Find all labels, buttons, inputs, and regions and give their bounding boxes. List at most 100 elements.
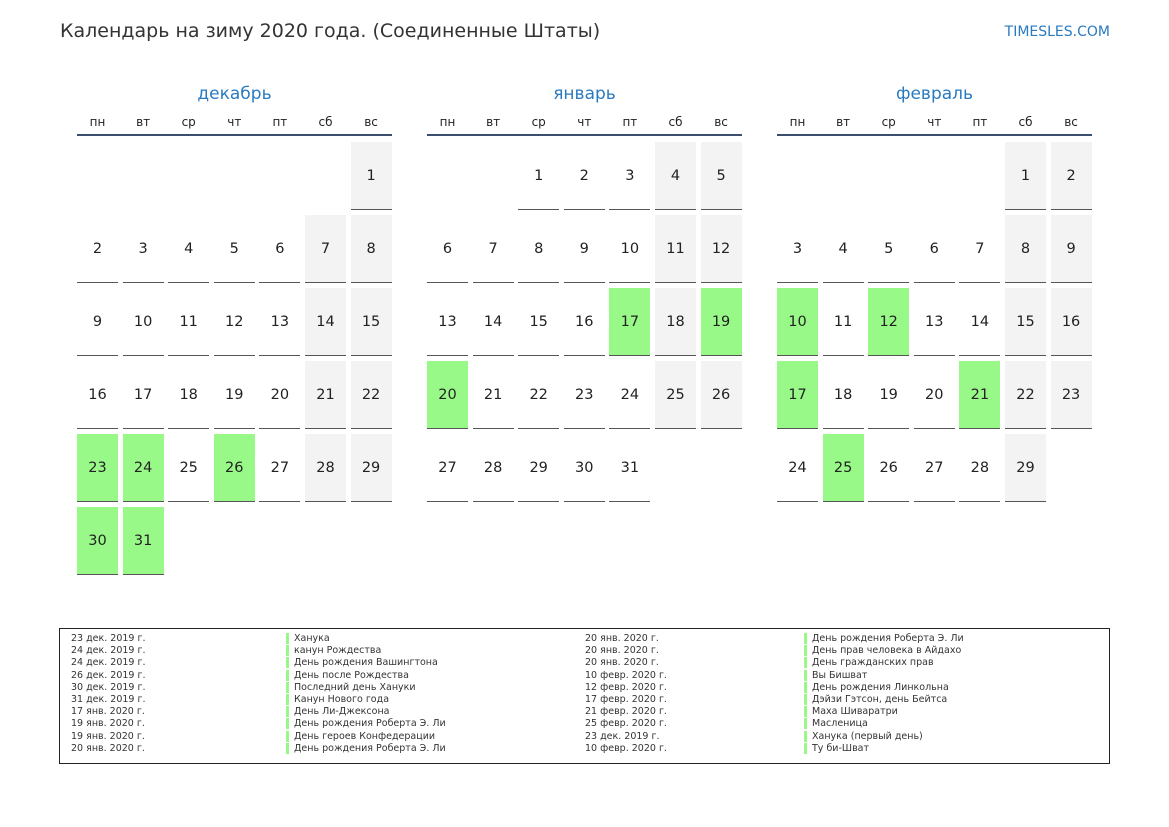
day-cell[interactable]: 2 bbox=[1050, 142, 1092, 210]
holiday-day-cell[interactable]: 23 bbox=[77, 434, 118, 502]
day-cell[interactable]: 7 bbox=[959, 215, 1001, 283]
day-cell[interactable]: 6 bbox=[913, 215, 955, 283]
day-cell[interactable]: 14 bbox=[304, 288, 346, 356]
day-cell[interactable]: 9 bbox=[563, 215, 605, 283]
day-cell[interactable]: 25 bbox=[654, 361, 696, 429]
day-cell[interactable]: 2 bbox=[77, 215, 118, 283]
day-cell[interactable]: 12 bbox=[700, 215, 742, 283]
day-cell[interactable]: 11 bbox=[168, 288, 210, 356]
holiday-day-cell[interactable]: 25 bbox=[822, 434, 864, 502]
day-cell[interactable]: 9 bbox=[1050, 215, 1092, 283]
day-cell[interactable]: 17 bbox=[122, 361, 164, 429]
day-cell[interactable]: 24 bbox=[609, 361, 651, 429]
day-cell[interactable]: 28 bbox=[472, 434, 514, 502]
empty-cell bbox=[305, 142, 346, 210]
day-cell[interactable]: 20 bbox=[913, 361, 955, 429]
day-cell[interactable]: 3 bbox=[609, 142, 651, 210]
day-cell[interactable]: 4 bbox=[168, 215, 210, 283]
day-cell[interactable]: 24 bbox=[777, 434, 818, 502]
day-cell[interactable]: 15 bbox=[350, 288, 392, 356]
day-cell[interactable]: 21 bbox=[472, 361, 514, 429]
day-cell[interactable]: 29 bbox=[350, 434, 392, 502]
day-cell[interactable]: 8 bbox=[350, 215, 392, 283]
day-cell[interactable]: 18 bbox=[654, 288, 696, 356]
day-cell[interactable]: 19 bbox=[868, 361, 910, 429]
day-cell[interactable]: 7 bbox=[472, 215, 514, 283]
day-cell[interactable]: 26 bbox=[700, 361, 742, 429]
day-cell[interactable]: 1 bbox=[1004, 142, 1046, 210]
day-cell[interactable]: 29 bbox=[518, 434, 560, 502]
day-cell[interactable]: 8 bbox=[518, 215, 560, 283]
day-cell[interactable]: 13 bbox=[913, 288, 955, 356]
day-cell[interactable]: 22 bbox=[518, 361, 560, 429]
day-cell[interactable]: 12 bbox=[213, 288, 255, 356]
day-cell[interactable]: 26 bbox=[868, 434, 910, 502]
day-cell[interactable]: 21 bbox=[304, 361, 346, 429]
day-cell[interactable]: 3 bbox=[122, 215, 164, 283]
day-cell[interactable]: 28 bbox=[304, 434, 346, 502]
day-cell[interactable]: 27 bbox=[259, 434, 301, 502]
holiday-day-cell[interactable]: 26 bbox=[213, 434, 255, 502]
day-cell[interactable]: 29 bbox=[1004, 434, 1046, 502]
day-cell[interactable]: 25 bbox=[168, 434, 210, 502]
day-cell[interactable]: 31 bbox=[609, 434, 651, 502]
holiday-day-cell[interactable]: 20 bbox=[427, 361, 468, 429]
day-cell[interactable]: 13 bbox=[259, 288, 301, 356]
day-cell[interactable]: 20 bbox=[259, 361, 301, 429]
site-link[interactable]: TIMESLES.COM bbox=[1004, 24, 1110, 40]
day-cell[interactable]: 3 bbox=[777, 215, 818, 283]
day-cell[interactable]: 19 bbox=[213, 361, 255, 429]
day-cell[interactable]: 16 bbox=[563, 288, 605, 356]
day-cell[interactable]: 15 bbox=[1004, 288, 1046, 356]
empty-cell bbox=[123, 142, 164, 210]
holiday-day-cell[interactable]: 30 bbox=[77, 507, 118, 575]
holiday-day-cell[interactable]: 17 bbox=[609, 288, 651, 356]
day-cell[interactable]: 4 bbox=[822, 215, 864, 283]
day-cell[interactable]: 2 bbox=[563, 142, 605, 210]
day-cell[interactable]: 27 bbox=[427, 434, 468, 502]
day-cell[interactable]: 7 bbox=[304, 215, 346, 283]
day-cell[interactable]: 14 bbox=[959, 288, 1001, 356]
day-cell[interactable]: 5 bbox=[700, 142, 742, 210]
day-cell[interactable]: 14 bbox=[472, 288, 514, 356]
day-cell[interactable]: 10 bbox=[609, 215, 651, 283]
holiday-day-cell[interactable]: 24 bbox=[122, 434, 164, 502]
day-cell[interactable]: 15 bbox=[518, 288, 560, 356]
day-cell[interactable]: 27 bbox=[913, 434, 955, 502]
day-cell[interactable]: 13 bbox=[427, 288, 468, 356]
holiday-day-cell[interactable]: 12 bbox=[868, 288, 910, 356]
holiday-day-cell[interactable]: 10 bbox=[777, 288, 818, 356]
day-cell[interactable]: 6 bbox=[259, 215, 301, 283]
holiday-day-cell[interactable]: 31 bbox=[122, 507, 164, 575]
day-cell[interactable]: 23 bbox=[563, 361, 605, 429]
weekday-label: пт bbox=[972, 115, 988, 129]
day-cell[interactable]: 22 bbox=[350, 361, 392, 429]
day-cell[interactable]: 1 bbox=[350, 142, 392, 210]
day-cell[interactable]: 9 bbox=[77, 288, 118, 356]
holiday-day-cell[interactable]: 17 bbox=[777, 361, 818, 429]
day-cell[interactable]: 8 bbox=[1004, 215, 1046, 283]
weekday-header: пн вт ср чт пт сб вс bbox=[427, 110, 742, 136]
day-cell[interactable]: 11 bbox=[654, 215, 696, 283]
day-cell[interactable]: 30 bbox=[563, 434, 605, 502]
day-cell[interactable]: 18 bbox=[822, 361, 864, 429]
day-cell[interactable]: 18 bbox=[168, 361, 210, 429]
day-cell[interactable]: 28 bbox=[959, 434, 1001, 502]
day-cell[interactable]: 1 bbox=[518, 142, 560, 210]
day-cell[interactable]: 10 bbox=[122, 288, 164, 356]
day-cell[interactable]: 5 bbox=[213, 215, 255, 283]
holiday-name: День рождения Вашингтона bbox=[286, 657, 438, 669]
day-cell[interactable]: 4 bbox=[654, 142, 696, 210]
day-cell[interactable]: 16 bbox=[77, 361, 118, 429]
holiday-day-cell[interactable]: 19 bbox=[700, 288, 742, 356]
holiday-day-cell[interactable]: 21 bbox=[959, 361, 1001, 429]
day-cell[interactable]: 11 bbox=[822, 288, 864, 356]
day-cell[interactable]: 6 bbox=[427, 215, 468, 283]
day-cell[interactable]: 22 bbox=[1004, 361, 1046, 429]
holiday-name-text: День героев Конфедерации bbox=[294, 730, 436, 742]
month-name: декабрь bbox=[197, 84, 272, 104]
day-cell[interactable]: 23 bbox=[1050, 361, 1092, 429]
holiday-name: Маха Шиваратри bbox=[804, 706, 898, 718]
day-cell[interactable]: 5 bbox=[868, 215, 910, 283]
day-cell[interactable]: 16 bbox=[1050, 288, 1092, 356]
